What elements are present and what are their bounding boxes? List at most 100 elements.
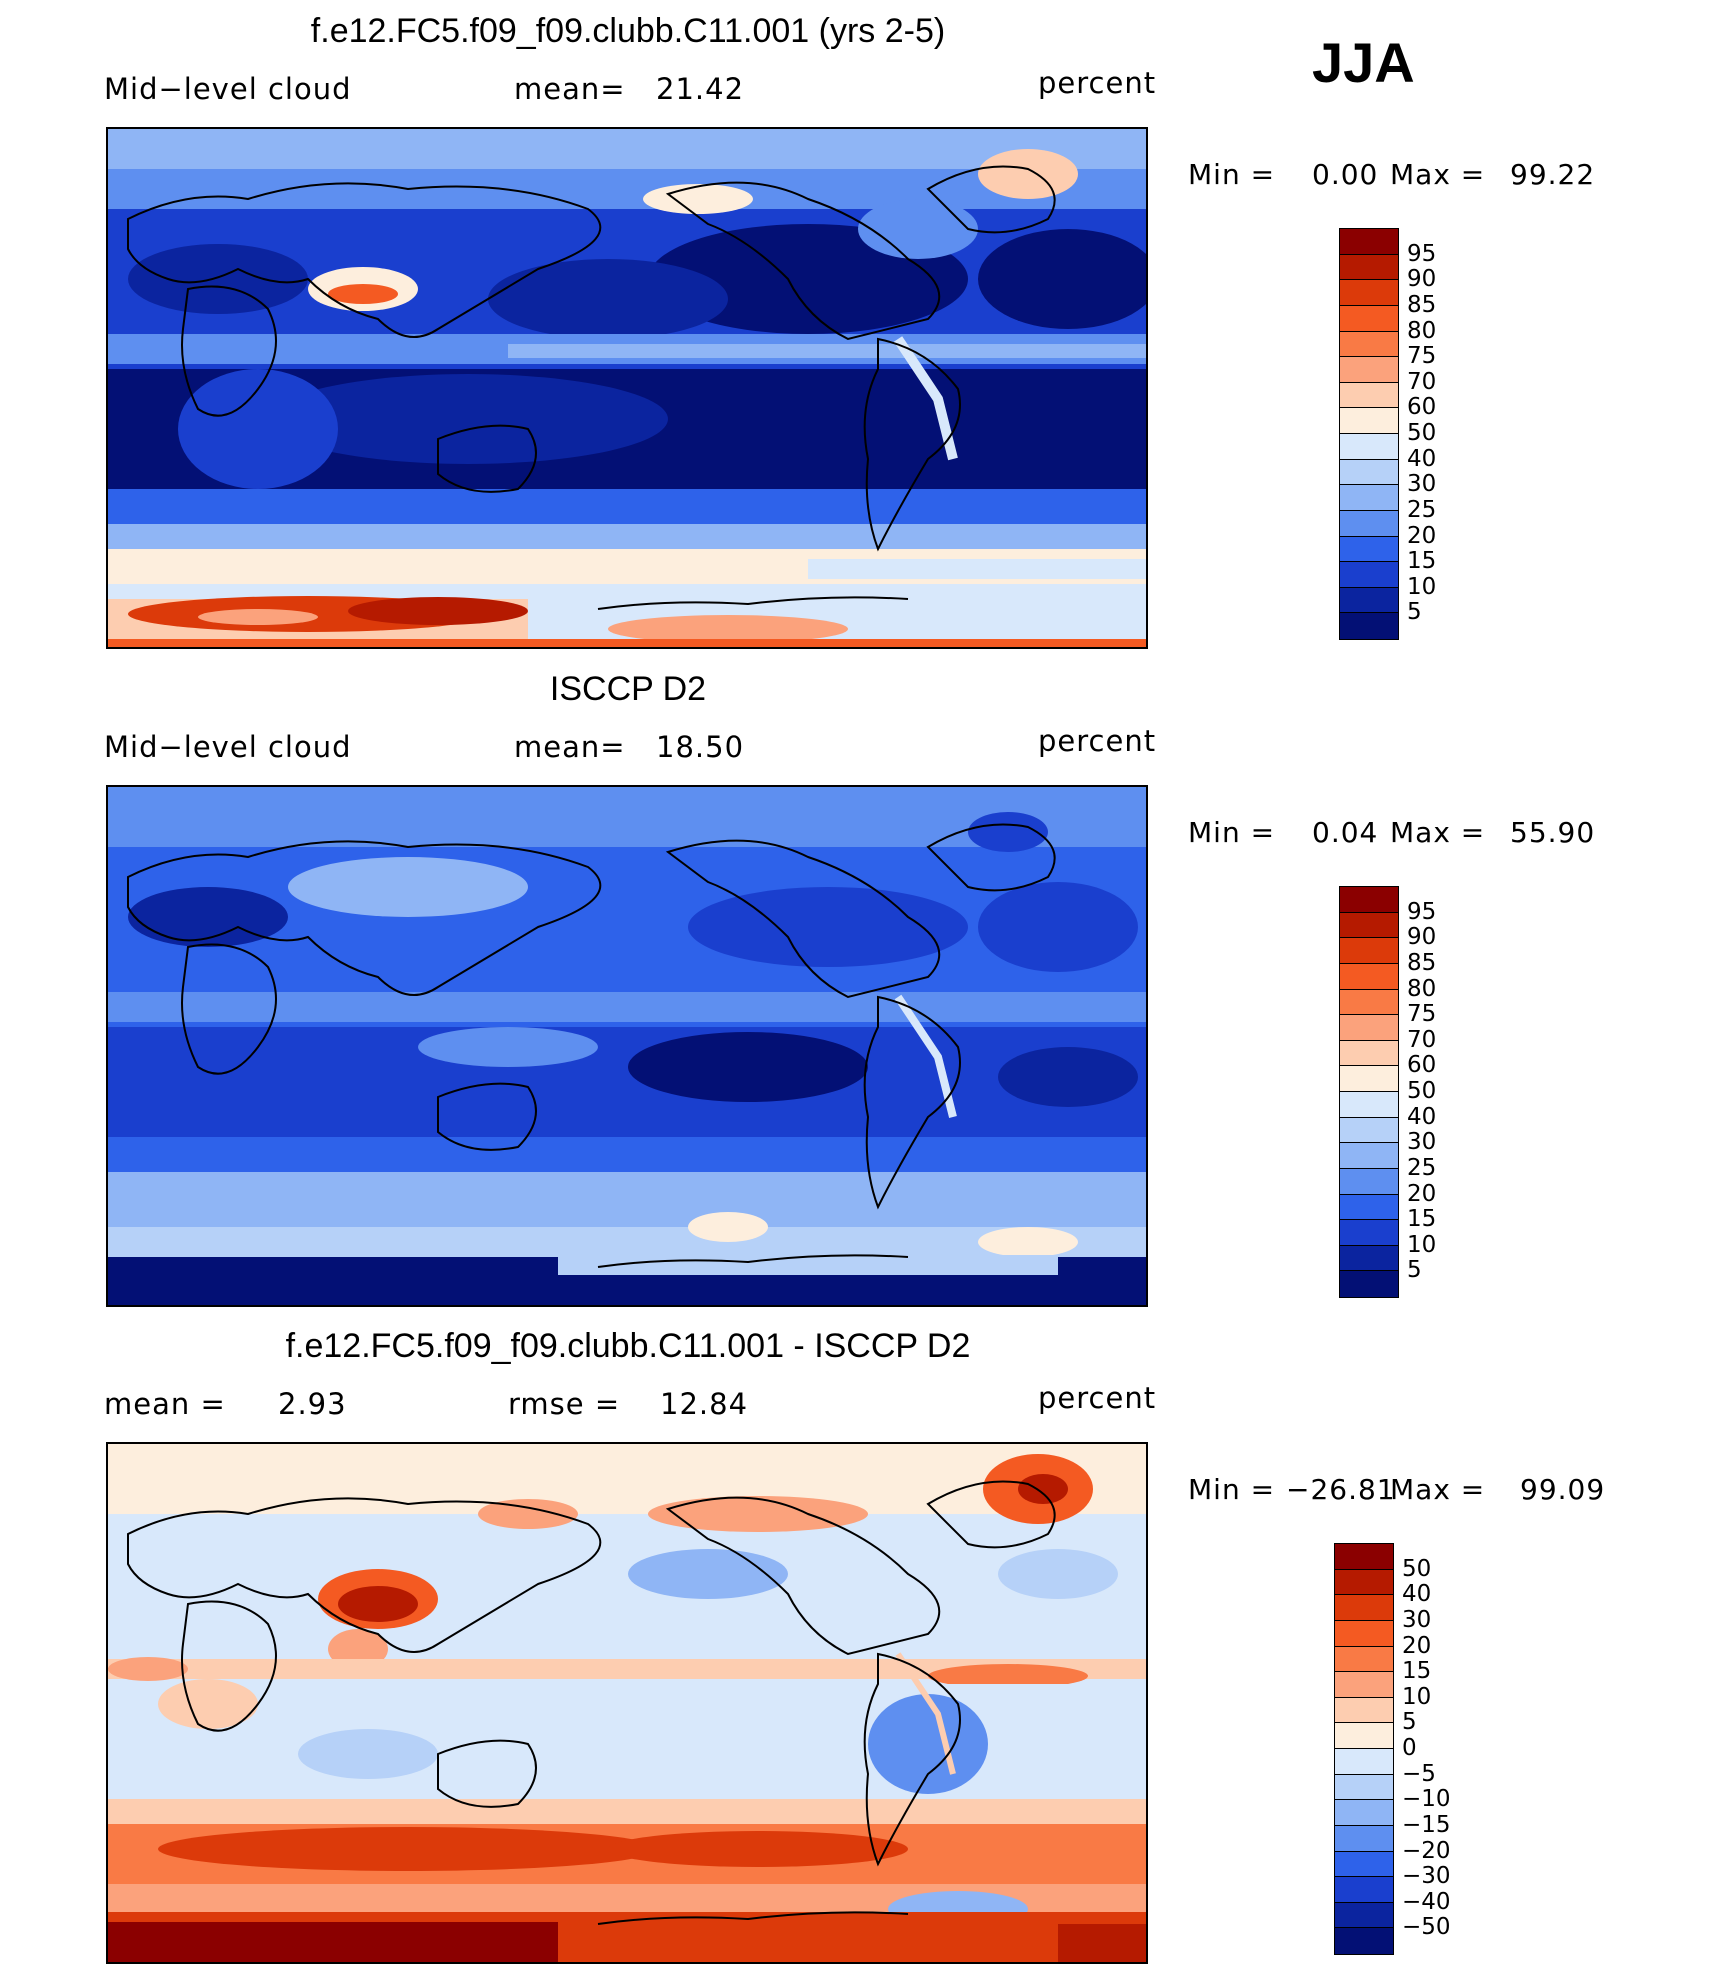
panel1-min-label: Min = — [1188, 158, 1276, 191]
colorbar-swatch — [1335, 1928, 1393, 1954]
colorbar-swatch — [1340, 305, 1398, 332]
panel2-mean-label: mean= — [514, 730, 626, 764]
colorbar-level-label: 85 — [1407, 949, 1437, 976]
panel1-min-value: 0.00 — [1312, 158, 1379, 191]
panel1-variable-label: Mid−level cloud — [104, 72, 352, 106]
panel3-map — [106, 1442, 1148, 1964]
panel3-mean-label: mean = — [104, 1387, 226, 1421]
colorbar-level-label: 75 — [1407, 343, 1437, 370]
colorbar-level-label: 15 — [1407, 1206, 1437, 1233]
colorbar-swatch — [1335, 1723, 1393, 1749]
colorbar-swatch — [1340, 1015, 1398, 1041]
colorbar-swatch — [1335, 1800, 1393, 1826]
colorbar-level-label: 50 — [1402, 1555, 1432, 1582]
panel2-map-field — [108, 787, 1146, 1305]
colorbar-level-label: 95 — [1407, 240, 1437, 267]
panel3-map-field — [108, 1444, 1146, 1962]
colorbar-level-label: 50 — [1407, 420, 1437, 446]
colorbar-swatch — [1340, 434, 1398, 460]
colorbar-swatch — [1340, 912, 1398, 939]
colorbar-swatch — [1335, 1595, 1393, 1621]
colorbar-swatch — [1340, 1117, 1398, 1144]
colorbar-level-label: 20 — [1402, 1632, 1432, 1659]
panel2-map — [106, 785, 1148, 1307]
colorbar-swatch — [1340, 1092, 1398, 1118]
panel2-mean-value: 18.50 — [656, 730, 745, 764]
colorbar-level-label: 30 — [1402, 1606, 1432, 1633]
colorbar-level-label: 25 — [1407, 496, 1437, 523]
colorbar-level-label: 20 — [1407, 1180, 1437, 1207]
colorbar-level-label: 80 — [1407, 317, 1437, 344]
colorbar-swatch — [1335, 1851, 1393, 1878]
colorbar-level-label: 60 — [1407, 1052, 1437, 1079]
colorbar-level-label: −50 — [1402, 1914, 1451, 1941]
colorbar-swatch — [1340, 510, 1398, 537]
colorbar-level-label: −20 — [1402, 1837, 1451, 1864]
colorbar-swatch — [1335, 1672, 1393, 1698]
colorbar-level-label: 90 — [1407, 924, 1437, 951]
colorbar-swatch — [1340, 1220, 1398, 1246]
colorbar-swatch — [1340, 887, 1398, 913]
colorbar-swatch — [1340, 408, 1398, 434]
colorbar-level-label: 70 — [1407, 1026, 1437, 1053]
colorbar-level-label: 50 — [1407, 1078, 1437, 1104]
colorbar-level-label: 15 — [1407, 548, 1437, 575]
panel2-max-label: Max = — [1390, 816, 1486, 849]
panel3-min-value: −26.81 — [1286, 1473, 1396, 1506]
colorbar-swatch — [1335, 1646, 1393, 1673]
colorbar-swatch — [1340, 459, 1398, 486]
colorbar-level-label: 40 — [1402, 1581, 1432, 1608]
panel3-rmse-label: rmse = — [508, 1387, 621, 1421]
panel3-units: percent — [1038, 1381, 1157, 1415]
panel1-units: percent — [1038, 66, 1157, 100]
colorbar-level-label: 40 — [1407, 445, 1437, 472]
colorbar-level-label: 20 — [1407, 522, 1437, 549]
colorbar-swatch — [1340, 963, 1398, 990]
panel2-colorbar — [1339, 886, 1399, 1298]
colorbar-level-label: −40 — [1402, 1888, 1451, 1915]
colorbar-level-label: 70 — [1407, 368, 1437, 395]
colorbar-swatch — [1340, 938, 1398, 964]
colorbar-swatch — [1340, 229, 1398, 255]
colorbar-level-label: 5 — [1407, 599, 1422, 626]
panel3-mean-value: 2.93 — [278, 1387, 347, 1421]
panel1-max-value: 99.22 — [1510, 158, 1596, 191]
colorbar-swatch — [1340, 1143, 1398, 1169]
colorbar-level-label: 30 — [1407, 1129, 1437, 1156]
panel1-title: f.e12.FC5.f09_f09.clubb.C11.001 (yrs 2-5… — [310, 12, 946, 50]
colorbar-swatch — [1340, 1168, 1398, 1195]
colorbar-swatch — [1340, 1245, 1398, 1272]
panel1-mean-value: 21.42 — [656, 72, 745, 106]
colorbar-swatch — [1335, 1877, 1393, 1903]
colorbar-level-label: 75 — [1407, 1001, 1437, 1028]
panel1-map — [106, 127, 1148, 649]
colorbar-swatch — [1340, 1066, 1398, 1092]
colorbar-swatch — [1335, 1902, 1393, 1929]
colorbar-swatch — [1335, 1749, 1393, 1775]
colorbar-swatch — [1340, 254, 1398, 281]
colorbar-level-label: 5 — [1407, 1257, 1422, 1284]
colorbar-level-label: −30 — [1402, 1863, 1451, 1890]
panel3-rmse-value: 12.84 — [660, 1387, 749, 1421]
colorbar-level-label: 5 — [1402, 1709, 1417, 1736]
colorbar-swatch — [1335, 1774, 1393, 1801]
colorbar-level-label: 95 — [1407, 898, 1437, 925]
panel2-units: percent — [1038, 724, 1157, 758]
colorbar-swatch — [1340, 1194, 1398, 1221]
colorbar-swatch — [1340, 357, 1398, 383]
colorbar-level-label: 60 — [1407, 394, 1437, 421]
colorbar-swatch — [1340, 1040, 1398, 1067]
panel3-max-value: 99.09 — [1520, 1473, 1606, 1506]
panel3-min-label: Min = — [1188, 1473, 1276, 1506]
colorbar-level-label: 40 — [1407, 1103, 1437, 1130]
panel3-title: f.e12.FC5.f09_f09.clubb.C11.001 - ISCCP … — [285, 1327, 971, 1365]
colorbar-swatch — [1340, 382, 1398, 409]
panel2-min-label: Min = — [1188, 816, 1276, 849]
colorbar-level-label: 80 — [1407, 975, 1437, 1002]
colorbar-swatch — [1340, 613, 1398, 639]
colorbar-level-label: −15 — [1402, 1811, 1451, 1838]
colorbar-level-label: 10 — [1407, 1231, 1437, 1258]
colorbar-swatch — [1340, 562, 1398, 588]
colorbar-level-label: 25 — [1407, 1154, 1437, 1181]
colorbar-swatch — [1340, 989, 1398, 1016]
